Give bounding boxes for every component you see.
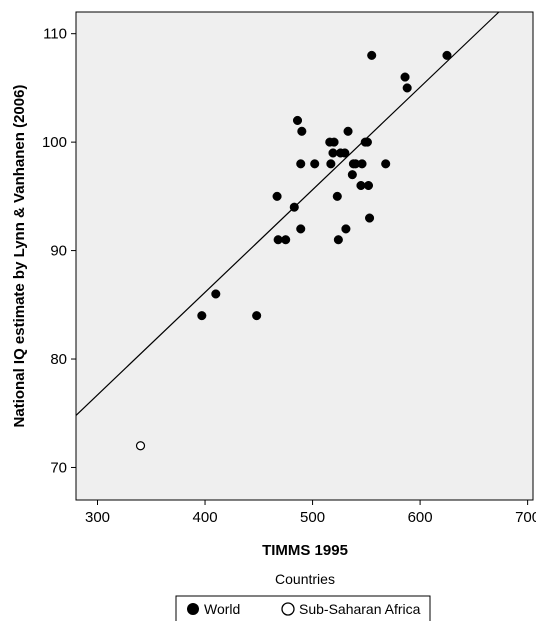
plot-area [75,11,534,501]
point-world-10 [297,126,307,136]
point-world-21 [343,126,353,136]
legend-label-sub-saharan-africa: Sub-Saharan Africa [299,601,421,617]
x-axis: 300 400 500 600 700 [85,500,536,526]
point-world-8 [296,159,306,169]
y-tick-label-100: 100 [42,134,67,151]
point-world-15 [329,137,339,147]
point-world-9 [296,224,306,234]
point-world-3 [272,191,282,201]
point-world-34 [402,83,412,93]
legend-box [175,595,431,621]
x-axis-title: TIMMS 1995 [262,542,348,559]
x-tick-label-400: 400 [193,509,218,526]
point-world-13 [326,159,336,169]
point-sub-saharan-africa-0 [135,441,146,451]
legend-label-world: World [204,601,240,617]
regression-line [75,11,500,416]
point-world-5 [281,235,291,245]
point-world-7 [292,115,303,125]
point-world-6 [289,202,299,212]
point-world-11 [310,159,320,169]
y-tick-label-110: 110 [43,26,67,43]
point-world-1 [211,289,221,299]
point-world-29 [363,180,374,191]
point-world-28 [362,137,372,147]
point-world-32 [381,159,391,169]
point-world-16 [332,191,342,201]
point-world-20 [341,224,351,234]
y-axis: 70 80 90 100 110 [42,26,76,476]
y-tick-label-70: 70 [50,459,67,476]
point-world-33 [400,72,410,82]
data-points [135,50,452,451]
y-axis-title: National IQ estimate by Lynn & Vanhanen … [11,85,28,428]
point-world-30 [365,213,375,223]
point-world-17 [333,235,343,245]
y-tick-label-90: 90 [50,243,67,260]
regression-line-group [75,11,500,416]
legend-marker-world [187,603,199,615]
legend-marker-sub-saharan-africa [281,602,295,616]
legend-title: Countries [275,571,335,587]
x-tick-label-300: 300 [85,509,110,526]
point-world-19 [340,148,350,158]
x-tick-label-500: 500 [300,509,325,526]
point-world-22 [347,170,357,180]
x-tick-label-700: 700 [515,509,536,526]
point-world-2 [252,311,262,321]
point-world-31 [367,50,377,60]
point-world-26 [357,159,367,169]
y-tick-label-80: 80 [50,351,67,368]
point-world-0 [197,311,207,321]
x-tick-label-600: 600 [408,509,433,526]
point-world-35 [442,50,452,60]
